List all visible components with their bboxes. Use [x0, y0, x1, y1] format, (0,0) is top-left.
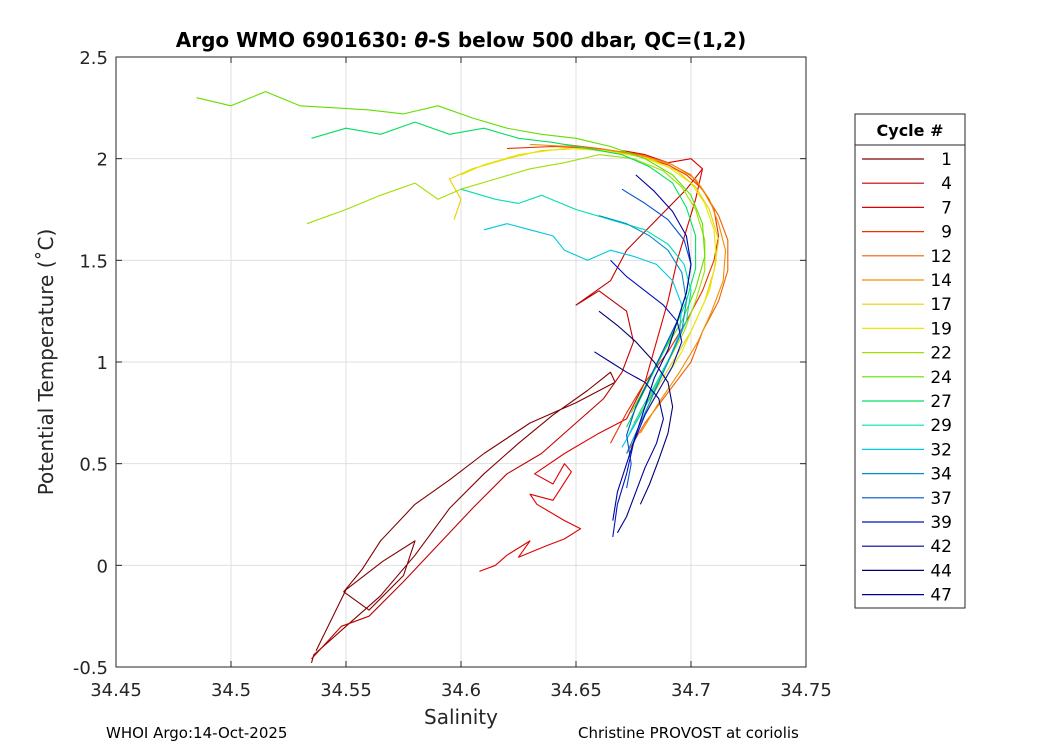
legend-label-cycle-12: 12: [930, 247, 952, 267]
y-tick-label: 0: [97, 556, 108, 577]
legend-label-cycle-42: 42: [930, 537, 952, 557]
x-tick-label: 34.75: [780, 680, 832, 701]
y-tick-label: 1: [97, 353, 108, 374]
series-line-cycle-12: [564, 143, 729, 454]
grid-lines: [115, 56, 807, 668]
series-line-cycle-42: [594, 351, 664, 534]
series-line-cycle-4: [311, 168, 703, 660]
legend-label-cycle-4: 4: [941, 174, 952, 194]
series-line-cycle-22: [306, 154, 706, 424]
y-tick-label: 0.5: [79, 455, 108, 476]
legend-label-cycle-47: 47: [930, 586, 952, 606]
legend-label-cycle-14: 14: [930, 271, 952, 291]
legend-label-cycle-17: 17: [930, 295, 952, 315]
series-line-cycle-47: [612, 174, 692, 521]
axis-ticks: 34.45 34.5 34.55 34.6 34.65 34.7 34.75 -0.5 0 0.5…: [73, 48, 832, 701]
legend-label-cycle-9: 9: [941, 223, 952, 243]
y-tick-label: 2.5: [79, 48, 108, 69]
legend-label-cycle-24: 24: [930, 368, 952, 388]
series-line-cycle-17: [448, 147, 720, 424]
x-tick-label: 34.6: [441, 680, 481, 701]
y-axis-label: Potential Temperature (˚C): [34, 229, 58, 496]
x-axis-label: Salinity: [424, 705, 498, 729]
series-line-cycle-39: [610, 259, 683, 537]
legend-label-cycle-27: 27: [930, 392, 952, 412]
chart-title: Argo WMO 6901630: θ-S below 500 dbar, QC…: [176, 28, 746, 52]
legend-label-cycle-7: 7: [941, 198, 952, 218]
series-line-cycle-24: [196, 91, 706, 414]
footer-date: WHOI Argo:14-Oct-2025: [106, 724, 288, 742]
footer-credit: Christine PROVOST at coriolis: [578, 724, 799, 742]
y-tick-label: -0.5: [73, 658, 108, 679]
x-tick-label: 34.55: [320, 680, 372, 701]
y-tick-label: 1.5: [79, 251, 108, 272]
legend-label-cycle-29: 29: [930, 416, 952, 436]
legend-title: Cycle #: [877, 121, 944, 140]
x-tick-label: 34.45: [90, 680, 142, 701]
legend: Cycle # 14791214171922242729323437394244…: [854, 113, 966, 609]
legend-label-cycle-39: 39: [930, 513, 952, 533]
series-line-cycle-19: [460, 147, 717, 414]
series-line-cycle-44: [598, 310, 674, 505]
x-tick-label: 34.65: [550, 680, 602, 701]
legend-label-cycle-22: 22: [930, 344, 952, 364]
legend-label-cycle-32: 32: [930, 440, 952, 460]
y-tick-label: 2: [97, 150, 108, 171]
series-line-cycle-7: [479, 149, 704, 572]
plot-series: [196, 91, 729, 664]
series-line-cycle-34: [598, 215, 687, 454]
series-line-cycle-1: [310, 371, 616, 664]
legend-box: [854, 113, 966, 609]
x-tick-label: 34.5: [211, 680, 251, 701]
legend-label-cycle-19: 19: [930, 319, 952, 339]
legend-label-cycle-1: 1: [941, 150, 952, 170]
legend-label-cycle-34: 34: [930, 465, 952, 485]
legend-label-cycle-44: 44: [930, 561, 952, 581]
series-line-cycle-29: [460, 188, 692, 440]
x-tick-label: 34.7: [671, 680, 711, 701]
series-line-cycle-27: [311, 121, 697, 428]
legend-label-cycle-37: 37: [930, 489, 952, 509]
series-line-cycle-14: [529, 143, 727, 434]
